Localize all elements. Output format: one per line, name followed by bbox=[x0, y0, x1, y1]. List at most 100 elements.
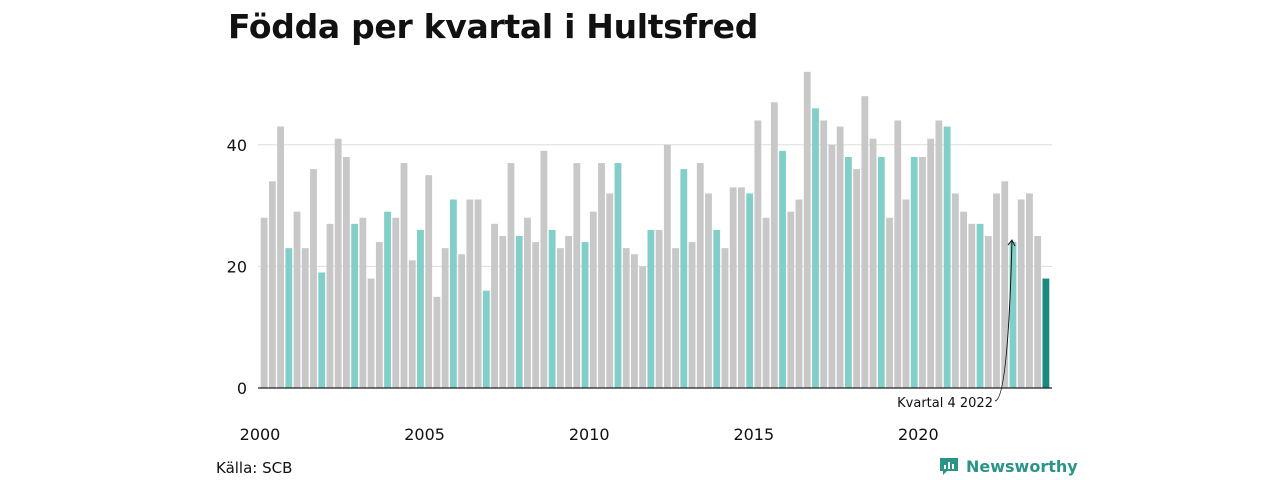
bar bbox=[277, 126, 284, 388]
bar bbox=[968, 223, 976, 388]
y-tick-label: 20 bbox=[227, 257, 247, 276]
bar bbox=[301, 248, 309, 388]
bar bbox=[655, 229, 663, 388]
bar bbox=[853, 169, 861, 388]
bar bbox=[886, 217, 893, 388]
bar bbox=[425, 175, 433, 388]
bar bbox=[581, 242, 589, 388]
bar bbox=[795, 199, 803, 388]
bar bbox=[482, 290, 490, 388]
bar bbox=[375, 242, 383, 388]
annotation-arrowhead bbox=[1007, 239, 1016, 247]
bar bbox=[770, 102, 778, 389]
bar bbox=[359, 217, 367, 388]
bar bbox=[812, 108, 819, 388]
bar bbox=[902, 199, 910, 388]
bar bbox=[984, 236, 992, 388]
bar bbox=[1017, 199, 1025, 388]
x-tick-label: 2010 bbox=[569, 425, 610, 444]
x-axis: 2000 2005 2010 2015 2020 bbox=[240, 425, 939, 444]
bar bbox=[993, 193, 1000, 388]
bar bbox=[754, 120, 762, 388]
brand-name: Newsworthy bbox=[966, 456, 1078, 476]
bar bbox=[672, 248, 679, 388]
bar bbox=[392, 217, 400, 388]
bar bbox=[803, 71, 811, 388]
bar bbox=[532, 242, 540, 388]
bar bbox=[919, 156, 926, 388]
x-tick-label: 2015 bbox=[733, 425, 774, 444]
bar bbox=[417, 229, 424, 388]
x-tick-label: 2000 bbox=[240, 425, 281, 444]
bar bbox=[820, 120, 828, 388]
bar bbox=[894, 120, 902, 388]
bar bbox=[696, 163, 704, 388]
bar bbox=[1009, 242, 1017, 388]
bar bbox=[746, 193, 754, 388]
bar bbox=[384, 211, 391, 388]
bar bbox=[515, 236, 523, 388]
bar bbox=[729, 187, 737, 388]
bar bbox=[787, 211, 795, 388]
bar bbox=[622, 248, 630, 388]
bar bbox=[721, 248, 729, 388]
y-tick-label: 0 bbox=[237, 379, 247, 398]
bar bbox=[260, 217, 268, 388]
bar bbox=[976, 223, 984, 388]
bar bbox=[285, 248, 293, 388]
bar bbox=[631, 254, 638, 388]
bar bbox=[573, 163, 581, 388]
bar bbox=[342, 156, 350, 388]
annotation: Kvartal 4 2022 bbox=[897, 239, 1016, 411]
bar bbox=[589, 211, 597, 388]
bar bbox=[688, 242, 696, 388]
bar bbox=[951, 193, 959, 388]
y-tick-label: 40 bbox=[227, 136, 247, 155]
bar bbox=[441, 248, 449, 388]
bar bbox=[639, 266, 647, 388]
bar bbox=[556, 248, 564, 388]
bar bbox=[491, 223, 498, 388]
bar bbox=[910, 156, 918, 388]
bar bbox=[433, 296, 441, 388]
bar bbox=[869, 138, 877, 388]
annotation-label: Kvartal 4 2022 bbox=[897, 396, 993, 411]
bar bbox=[680, 169, 688, 388]
y-axis: 0 20 40 bbox=[227, 136, 1052, 398]
bar bbox=[367, 278, 375, 388]
bar bbox=[713, 229, 721, 388]
bar bbox=[943, 126, 951, 388]
bar bbox=[861, 96, 869, 388]
bar bbox=[844, 156, 852, 388]
bar bbox=[524, 217, 531, 388]
bar bbox=[737, 187, 745, 388]
bar bbox=[1026, 193, 1033, 388]
bar-chart: 0 20 40 2000 2005 2010 2015 2020 Kvartal 4 202… bbox=[227, 71, 1052, 444]
bar bbox=[400, 163, 408, 388]
x-tick-label: 2005 bbox=[404, 425, 445, 444]
bar-chart-logo-icon bbox=[940, 458, 958, 475]
source-note: Källa: SCB bbox=[216, 459, 293, 477]
bar bbox=[565, 236, 573, 388]
bar bbox=[507, 163, 515, 388]
bar bbox=[1001, 181, 1009, 388]
bar bbox=[614, 163, 622, 388]
chart-title: Födda per kvartal i Hultsfred bbox=[228, 7, 759, 46]
bar bbox=[449, 199, 457, 388]
bar bbox=[548, 229, 556, 388]
bar bbox=[408, 260, 416, 388]
x-tick-label: 2020 bbox=[898, 425, 939, 444]
bar bbox=[499, 236, 507, 388]
bar bbox=[647, 229, 655, 388]
bar bbox=[1042, 278, 1050, 388]
bar bbox=[828, 144, 836, 388]
bar bbox=[540, 150, 548, 388]
bar bbox=[334, 138, 342, 388]
bar bbox=[663, 144, 671, 388]
bar bbox=[762, 217, 770, 388]
bar bbox=[318, 272, 326, 388]
bar bbox=[927, 138, 935, 388]
bar bbox=[705, 193, 712, 388]
bar bbox=[960, 211, 968, 388]
bar bbox=[598, 163, 605, 388]
